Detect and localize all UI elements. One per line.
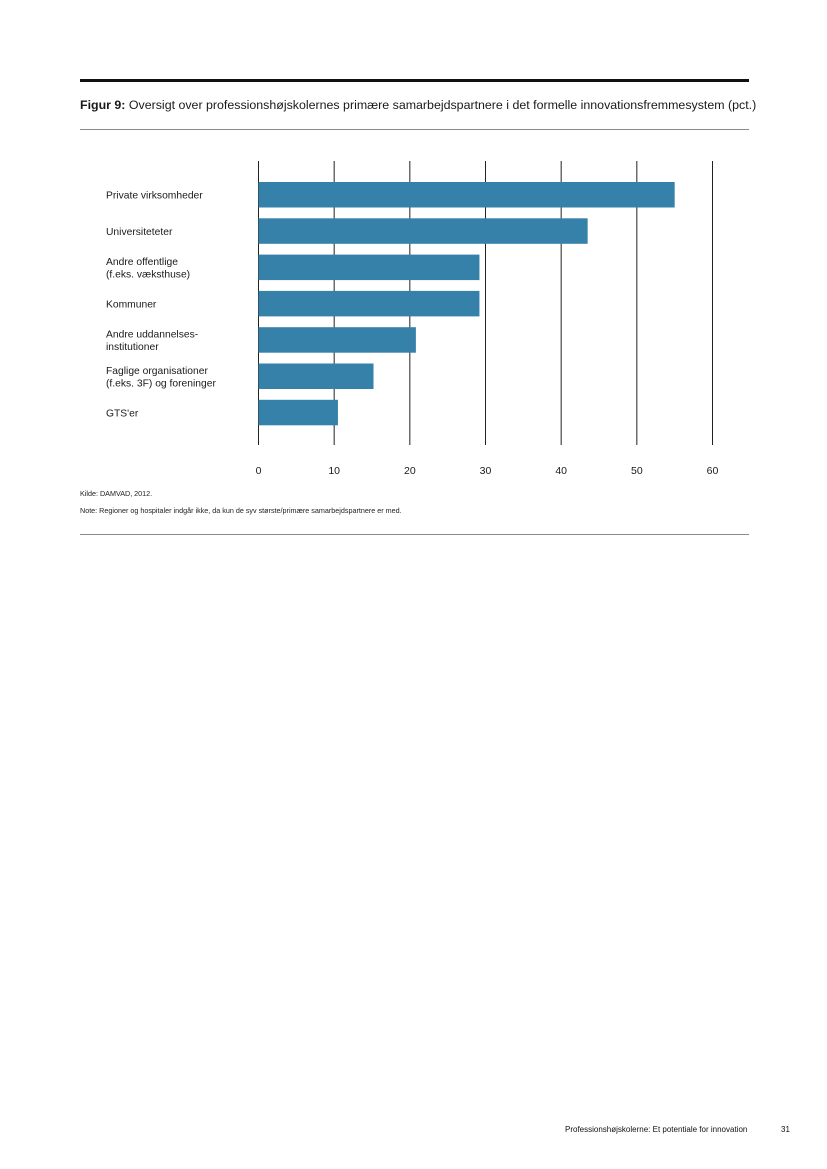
footer-title: Professionshøjskolerne:: [565, 1125, 651, 1134]
source-note: Kilde: DAMVAD, 2012.: [80, 489, 153, 498]
bar: [258, 218, 588, 244]
title-divider: [80, 129, 749, 130]
figure-title-text: Oversigt over professionshøjskolernes pr…: [128, 98, 757, 112]
page-number: 31: [781, 1125, 790, 1134]
footer-doc-title: Professionshøjskolerne: Et potentiale fo…: [565, 1125, 747, 1135]
category-label: institutioner: [106, 342, 159, 353]
category-label: Universiteteter: [106, 227, 173, 238]
figure-label: Figur 9:: [80, 98, 126, 112]
bar: [258, 290, 480, 317]
bar: [258, 327, 416, 353]
figure-title: Figur 9: Oversigt over professionshøjsko…: [80, 97, 760, 113]
top-rule: [80, 79, 749, 82]
category-label: Andre offentlige: [106, 257, 178, 268]
footnote: Note: Regioner og hospitaler indgår ikke…: [80, 506, 402, 515]
category-label: Private virksomheder: [106, 191, 203, 202]
x-tick-label: 40: [555, 465, 567, 477]
x-tick-label: 0: [256, 465, 262, 477]
bar: [258, 363, 374, 389]
bar-chart: Private virksomheder Universiteteter Andre…: [106, 161, 719, 477]
x-tick-label: 20: [404, 465, 416, 477]
bar: [258, 399, 338, 426]
bar: [258, 254, 480, 281]
category-label: GTS'er: [106, 408, 139, 419]
footer-subtitle: Et potentiale for innovation: [652, 1125, 748, 1134]
x-tick-label: 50: [631, 465, 643, 477]
bottom-divider: [80, 534, 749, 535]
category-label: Kommuner: [106, 299, 157, 310]
x-tick-label: 30: [480, 465, 492, 477]
x-tick-label: 10: [328, 465, 340, 477]
category-label: (f.eks. væksthuse): [106, 269, 190, 280]
category-label: Faglige organisationer: [106, 366, 208, 377]
category-label: Andre uddannelses-: [106, 330, 198, 341]
category-label: (f.eks. 3F) og foreninger: [106, 378, 216, 389]
bar: [258, 182, 675, 208]
x-tick-label: 60: [707, 465, 719, 477]
